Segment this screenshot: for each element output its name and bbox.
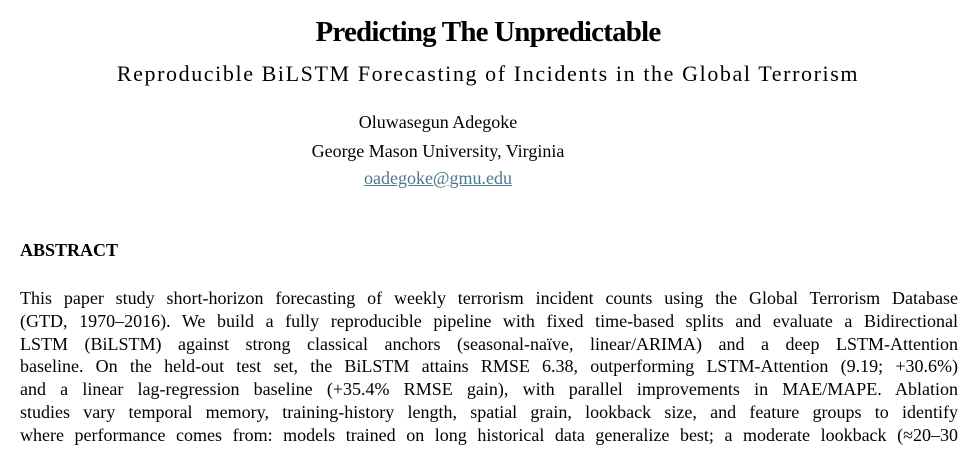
abstract-line: (GTD, 1970–2016). We build a fully repro… — [20, 310, 958, 331]
abstract-line: LSTM (BiLSTM) against strong classical a… — [20, 333, 958, 354]
abstract-line: This paper study short-horizon forecasti… — [20, 288, 958, 308]
abstract-line: studies vary temporal memory, training-h… — [20, 401, 958, 422]
section-heading-abstract: ABSTRACT — [20, 240, 119, 260]
author-email-wrapper: oadegoke@gmu.edu — [0, 166, 876, 190]
abstract-line: where performance comes from: models tra… — [20, 424, 958, 445]
paper-subtitle: Reproducible BiLSTM Forecasting of Incid… — [116, 61, 860, 86]
abstract-line: baseline. On the held-out test set, the … — [20, 356, 958, 377]
author-email-link[interactable]: oadegoke@gmu.edu — [363, 168, 513, 188]
author-name: Oluwasegun Adegoke — [358, 112, 518, 132]
author-affiliation: George Mason University, Virginia — [311, 141, 565, 161]
paper-title: Predicting The Unpredictable — [315, 16, 662, 48]
abstract-line: and a linear lag-regression baseline (+3… — [20, 379, 958, 400]
abstract-body: This paper study short-horizon forecasti… — [20, 287, 958, 447]
